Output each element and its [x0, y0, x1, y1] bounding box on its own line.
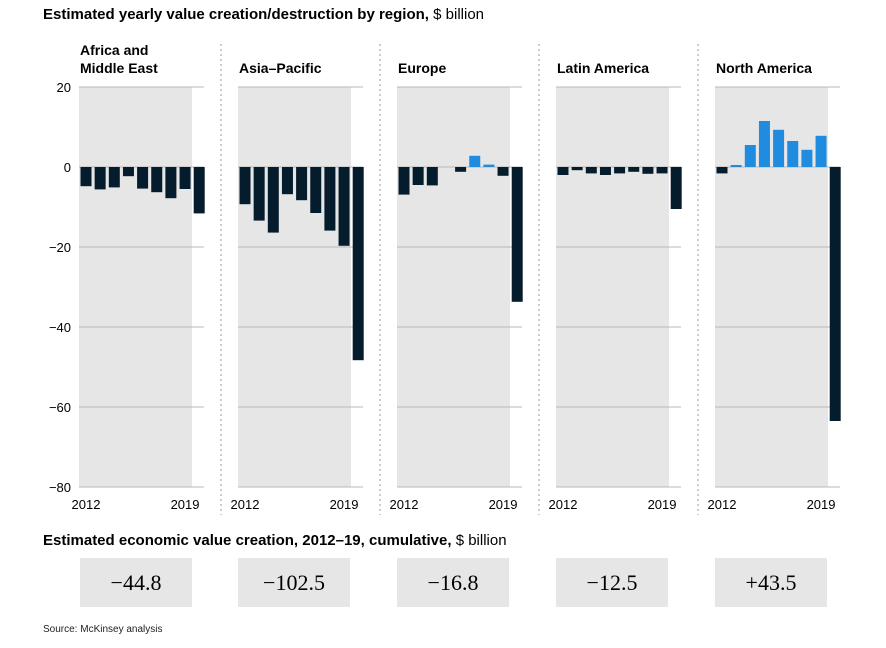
bar-africa-and-middle-east-2016 [137, 167, 149, 189]
bar-europe-2016 [455, 167, 467, 172]
bar-africa-and-middle-east-2012 [80, 167, 92, 187]
bar-europe-2012 [398, 167, 410, 195]
panel-title-africa-and-middle-east: Africa and [80, 42, 148, 58]
totals-title: Estimated economic value creation, 2012–… [43, 532, 507, 549]
bar-asia-pacific-2015 [281, 167, 293, 195]
y-tick-label: −20 [49, 240, 71, 255]
bar-africa-and-middle-east-2015 [122, 167, 134, 177]
bar-asia-pacific-2020 [352, 167, 364, 361]
bar-asia-pacific-2019 [338, 167, 350, 246]
bar-europe-2013 [412, 167, 424, 185]
bar-north-america-2015 [758, 121, 770, 167]
total-latin-america: −12.5 [556, 558, 668, 607]
bar-latin-america-2020 [670, 167, 682, 209]
bar-africa-and-middle-east-2019 [179, 167, 191, 189]
x-tick-2019: 2019 [648, 497, 677, 512]
bar-north-america-2017 [787, 141, 799, 167]
total-north-america: +43.5 [715, 558, 827, 607]
bar-latin-america-2012 [557, 167, 569, 175]
bar-africa-and-middle-east-2013 [94, 167, 106, 190]
bar-north-america-2020 [829, 167, 841, 421]
bar-latin-america-2018 [642, 167, 654, 174]
bar-north-america-2013 [730, 165, 742, 167]
bar-europe-2019 [497, 167, 509, 176]
x-tick-2012: 2012 [549, 497, 578, 512]
bar-asia-pacific-2016 [296, 167, 308, 201]
x-tick-2019: 2019 [489, 497, 518, 512]
bar-asia-pacific-2013 [253, 167, 265, 221]
shaded-period-europe [397, 87, 510, 487]
x-tick-2012: 2012 [231, 497, 260, 512]
totals-title-unit: $ billion [455, 532, 507, 549]
bar-latin-america-2013 [571, 167, 583, 171]
bar-asia-pacific-2012 [239, 167, 251, 205]
shaded-period-africa-and-middle-east [79, 87, 192, 487]
bar-asia-pacific-2014 [267, 167, 279, 233]
y-tick-label: 0 [64, 160, 71, 175]
total-asia-pacific: −102.5 [238, 558, 350, 607]
shaded-period-latin-america [556, 87, 669, 487]
x-tick-2012: 2012 [390, 497, 419, 512]
panel-title-europe: Europe [398, 60, 446, 76]
bar-chart: Africa and Middle East 2012 2019 Asia–Pacifi… [49, 42, 841, 515]
bar-north-america-2016 [773, 129, 785, 167]
panel-title-latin-america: Latin America [557, 60, 649, 76]
chart-title-main: Estimated yearly value creation/destruct… [43, 6, 429, 23]
cumulative-totals-row: −44.8 −102.5 −16.8 −12.5 +43.5 [0, 558, 886, 610]
total-europe: −16.8 [397, 558, 509, 607]
bar-asia-pacific-2017 [310, 167, 322, 213]
bar-europe-2014 [426, 167, 438, 186]
bar-europe-2020 [511, 167, 523, 302]
panel-title-africa-and-middle-east: Middle East [80, 60, 158, 76]
bar-north-america-2018 [801, 149, 813, 167]
bar-north-america-2014 [744, 145, 756, 167]
panel-title-asia-pacific: Asia–Pacific [239, 60, 322, 76]
x-tick-2019: 2019 [807, 497, 836, 512]
bar-north-america-2012 [716, 167, 728, 174]
bar-north-america-2019 [815, 135, 827, 167]
totals-title-main: Estimated economic value creation, 2012–… [43, 532, 452, 549]
bar-latin-america-2019 [656, 167, 668, 174]
x-tick-2019: 2019 [171, 497, 200, 512]
bar-africa-and-middle-east-2020 [193, 167, 205, 214]
bar-latin-america-2017 [628, 167, 640, 172]
y-tick-label: 20 [57, 80, 71, 95]
shaded-period-north-america [715, 87, 828, 487]
bar-asia-pacific-2018 [324, 167, 336, 231]
y-tick-label: −60 [49, 400, 71, 415]
total-africa-middle-east: −44.8 [80, 558, 192, 607]
x-tick-2019: 2019 [330, 497, 359, 512]
y-tick-label: −80 [49, 480, 71, 495]
source-note: Source: McKinsey analysis [43, 624, 163, 635]
bar-africa-and-middle-east-2018 [165, 167, 177, 199]
bar-europe-2017 [469, 155, 481, 167]
bar-europe-2018 [483, 164, 495, 167]
chart-title-unit: $ billion [433, 6, 485, 23]
bar-africa-and-middle-east-2014 [108, 167, 120, 188]
bar-latin-america-2014 [585, 167, 597, 174]
x-tick-2012: 2012 [708, 497, 737, 512]
shaded-period-asia-pacific [238, 87, 351, 487]
panel-title-north-america: North America [716, 60, 812, 76]
chart-title: Estimated yearly value creation/destruct… [43, 6, 484, 23]
bar-latin-america-2015 [599, 167, 611, 175]
y-tick-label: −40 [49, 320, 71, 335]
bar-africa-and-middle-east-2017 [151, 167, 163, 193]
x-tick-2012: 2012 [72, 497, 101, 512]
bar-latin-america-2016 [614, 167, 626, 174]
